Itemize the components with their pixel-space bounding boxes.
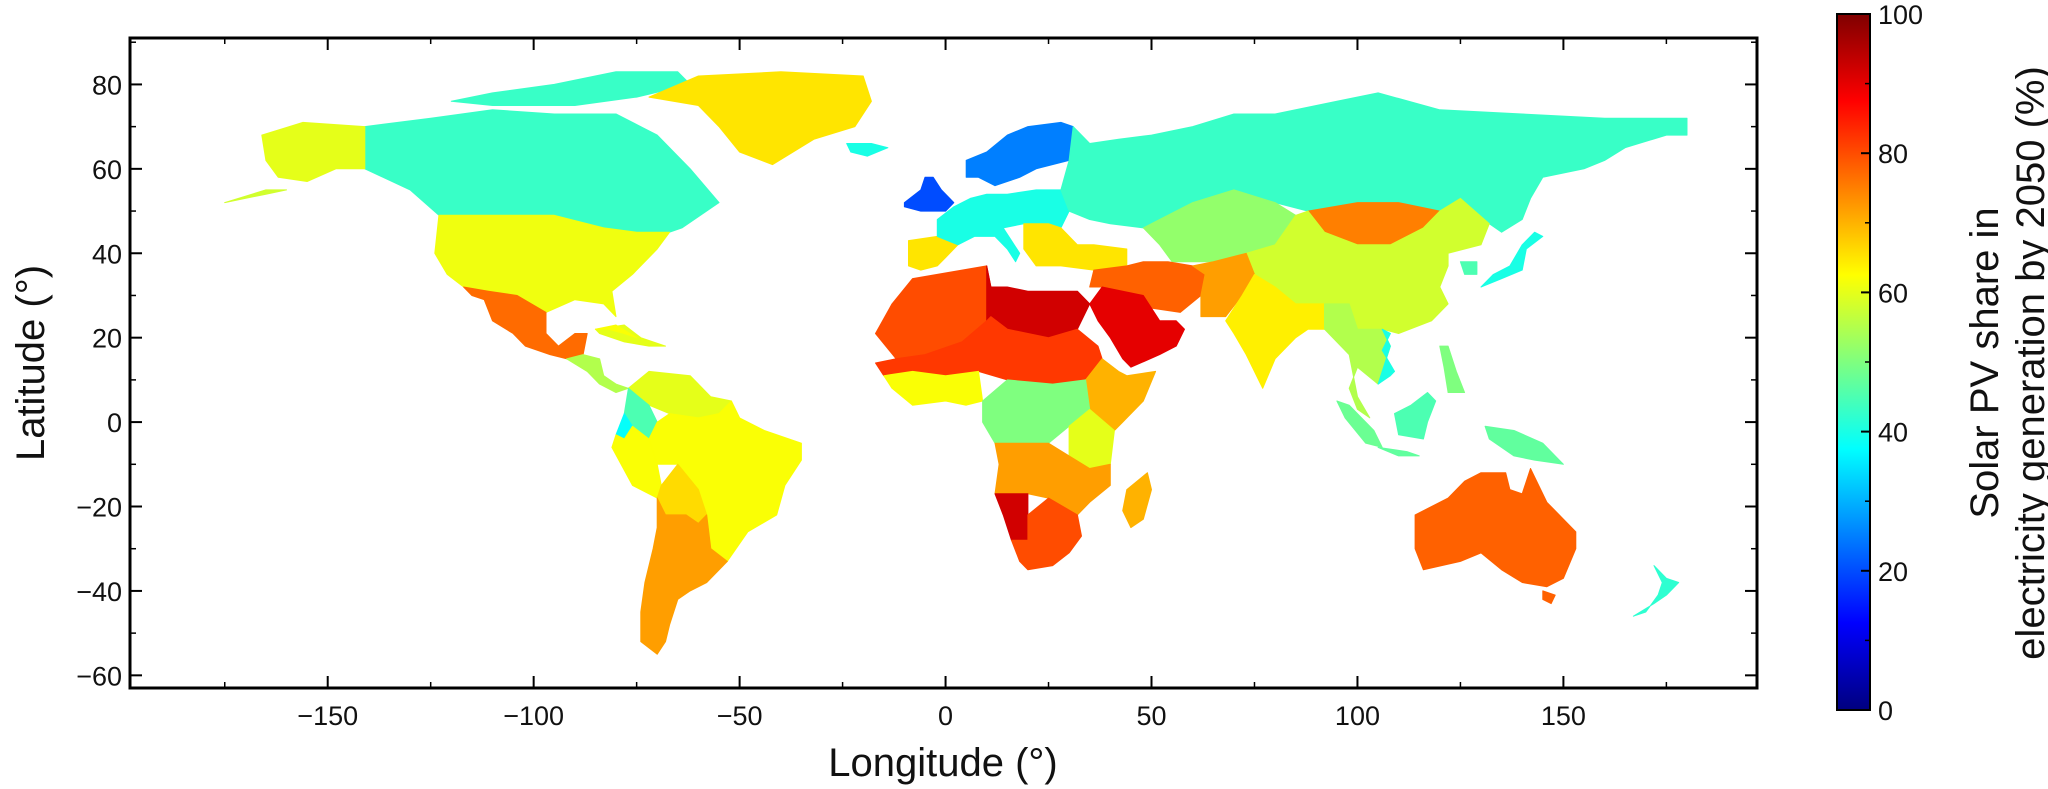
- colorbar-tick-label: 20: [1878, 557, 1908, 587]
- x-axis-title: Longitude (°): [828, 741, 1057, 785]
- plot-frame: [128, 36, 1759, 690]
- region-korea: [1459, 261, 1478, 275]
- region-indonesia-java: [1377, 446, 1420, 457]
- colorbar-tick-label: 40: [1878, 418, 1908, 448]
- region-greenland: [648, 71, 872, 166]
- x-tick-label: 50: [1136, 701, 1166, 731]
- colorbar-tick-label: 0: [1878, 696, 1893, 726]
- region-cuba: [594, 324, 638, 339]
- x-tick-label: −150: [297, 701, 358, 731]
- colorbar-title-line1: Solar PV share in: [1963, 207, 2007, 518]
- region-australia: [1414, 468, 1577, 588]
- y-tick-label: −60: [76, 661, 122, 691]
- x-tick-label: 150: [1541, 701, 1586, 731]
- x-tick-label: 100: [1335, 701, 1380, 731]
- region-central-america: [566, 354, 629, 393]
- region-india: [1225, 273, 1325, 389]
- colorbar-tick-label: 80: [1878, 139, 1908, 169]
- y-tick-label: 80: [92, 70, 122, 100]
- region-canada: [364, 109, 720, 233]
- region-aleutians: [224, 189, 287, 204]
- region-japan: [1480, 231, 1544, 288]
- region-usa: [434, 214, 671, 318]
- region-vietnam: [1377, 328, 1395, 385]
- y-tick-label: 0: [107, 408, 122, 438]
- region-uk-ireland: [903, 176, 955, 212]
- region-south-africa: [1011, 497, 1082, 571]
- y-tick-label: −40: [76, 577, 122, 607]
- region-new-guinea: [1484, 425, 1564, 465]
- region-afghanistan-pakistan: [1192, 252, 1255, 318]
- region-west-africa-coast: [883, 370, 984, 406]
- x-tick-label: −50: [717, 701, 763, 731]
- country-regions: [224, 71, 1688, 655]
- region-new-zealand: [1632, 565, 1680, 617]
- region-chile-argentina: [640, 497, 728, 655]
- colorbar-tick-label: 100: [1878, 0, 1923, 30]
- x-tick-label: 0: [938, 701, 953, 731]
- region-philippines: [1439, 345, 1466, 393]
- region-arabia: [1089, 286, 1185, 368]
- region-alaska: [261, 121, 366, 182]
- y-tick-label: 40: [92, 239, 122, 269]
- y-tick-label: −20: [76, 493, 122, 523]
- region-indonesia-sumatra: [1336, 400, 1383, 448]
- region-iceland: [846, 143, 889, 157]
- colorbar-title-line2: electricity generation by 2050 (%): [2009, 66, 2048, 660]
- y-axis-ticks: 80 60 40 20 0 −20 −40 −60: [76, 41, 1757, 691]
- y-tick-label: 20: [92, 324, 122, 354]
- y-axis-title: Latitude (°): [9, 265, 53, 461]
- y-tick-label: 60: [92, 155, 122, 185]
- region-borneo: [1394, 392, 1437, 440]
- x-axis-ticks: −150 −100 −50 0 50 100 150: [223, 38, 1668, 731]
- x-tick-label: −100: [503, 701, 564, 731]
- region-arctic-islands: [450, 71, 691, 106]
- colorbar-tick-label: 60: [1878, 278, 1908, 308]
- colorbar-ticks: 0 20 40 60 80 100: [1861, 0, 1923, 726]
- region-madagascar: [1122, 472, 1152, 529]
- region-tasmania: [1542, 590, 1556, 605]
- region-balkans-turkey: [1023, 223, 1128, 271]
